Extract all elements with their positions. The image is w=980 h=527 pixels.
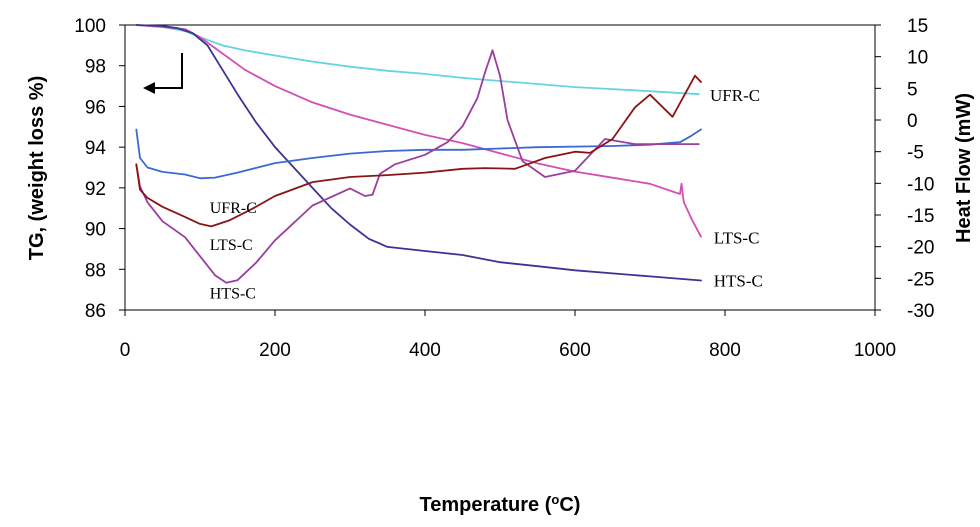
annotation-label: LTS-C (210, 237, 253, 254)
x-tick-label: 800 (709, 340, 741, 361)
annotations: UFR-C LTS-C HTS-C UFR-C LTS-C HTS-C (210, 86, 763, 302)
series-line-lts-c-tg (135, 24, 702, 238)
y-tick-label: 86 (85, 301, 106, 322)
annotation-label: UFR-C (210, 200, 257, 217)
annotation-label: LTS-C (714, 229, 760, 248)
x-tick-label: 400 (409, 340, 441, 361)
y2-axis-title: Heat Flow (mW) (953, 93, 975, 243)
plot-area (124, 24, 876, 311)
y-tick-label: 100 (74, 16, 106, 37)
axis-arrow-icon (143, 53, 183, 94)
y2-tick-label: 15 (907, 16, 928, 37)
y2-tick-label: -5 (907, 143, 924, 164)
y2-axis-ticks: -30 -25 -20 -15 -10 -5 0 5 10 15 (875, 16, 934, 322)
series-line-lts-c-dsc (135, 49, 700, 284)
y2-tick-label: -25 (907, 269, 934, 290)
series-line-hts-c-tg (135, 24, 702, 282)
y2-tick-label: -15 (907, 206, 934, 227)
y2-tick-label: 0 (907, 111, 918, 132)
x-tick-label: 600 (559, 340, 591, 361)
x-axis-ticks: 0 200 400 600 800 1000 (120, 310, 896, 361)
y2-tick-label: 5 (907, 79, 918, 100)
y-axis-title: TG, (weight loss %) (26, 76, 48, 260)
y-tick-label: 88 (85, 260, 106, 281)
y-axis-ticks: 86 88 90 92 94 96 98 100 (74, 16, 125, 322)
y-tick-label: 98 (85, 57, 106, 78)
x-axis-title: Temperature (oC) (420, 492, 581, 517)
series-line-ufr-c-dsc (135, 128, 702, 180)
plot-frame (124, 24, 876, 311)
y-tick-label: 96 (85, 97, 106, 118)
y-tick-label: 94 (85, 138, 107, 159)
y-tick-label: 90 (85, 220, 106, 241)
y2-tick-label: -10 (907, 174, 934, 195)
y2-tick-label: -20 (907, 238, 934, 259)
series-line-hts-c-dsc (135, 74, 702, 228)
annotation-label: HTS-C (714, 271, 763, 290)
y2-tick-label: -30 (907, 301, 934, 322)
y2-tick-label: 10 (907, 48, 928, 69)
series-layer (135, 24, 702, 284)
x-tick-label: 1000 (854, 340, 896, 361)
y-tick-label: 92 (85, 179, 106, 200)
x-tick-label: 0 (120, 340, 131, 361)
series-line-ufr-c-tg (135, 24, 700, 96)
annotation-label: HTS-C (210, 286, 256, 303)
annotation-label: UFR-C (710, 86, 760, 105)
x-tick-label: 200 (259, 340, 291, 361)
